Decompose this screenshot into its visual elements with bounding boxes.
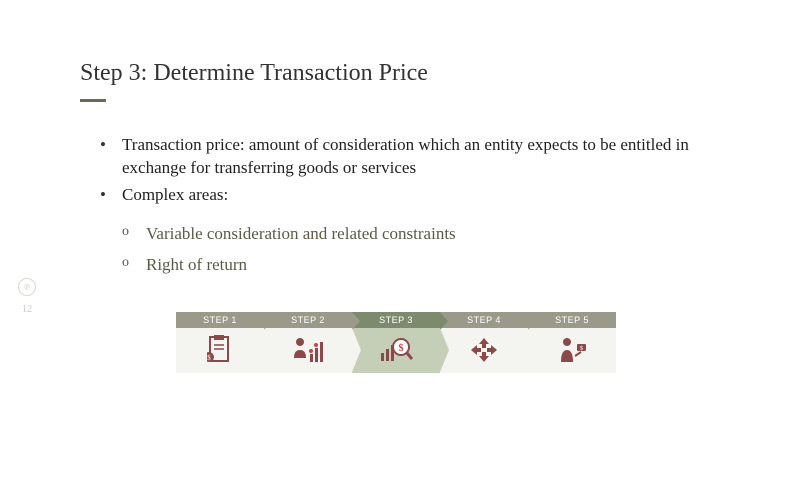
step-5: STEP 5 $ (528, 312, 616, 373)
allocate-arrows-icon (469, 336, 499, 364)
step-1: STEP 1 $ (176, 312, 264, 373)
step-3-active: STEP 3 $ (352, 312, 440, 373)
step-label: STEP 3 (379, 315, 413, 325)
sub-bullet-item: Variable consideration and related const… (122, 221, 712, 247)
step-header: STEP 4 (440, 312, 528, 328)
page-circle-icon: ℗ (18, 278, 36, 296)
chevron-body-icon (440, 328, 449, 372)
sub-bullet-list: Variable consideration and related const… (80, 221, 712, 278)
title-underline (80, 99, 106, 102)
bullet-item: Transaction price: amount of considerati… (100, 134, 712, 180)
svg-text:$: $ (580, 345, 583, 352)
step-4: STEP 4 (440, 312, 528, 373)
step-body: $ (352, 328, 440, 373)
step-body (264, 328, 352, 373)
step-body (440, 328, 528, 373)
bullet-item: Complex areas: (100, 184, 712, 207)
steps-graphic: STEP 1 $ STEP 2 (80, 312, 712, 373)
slide-container: Step 3: Determine Transaction Price Tran… (0, 0, 792, 504)
svg-text:$: $ (207, 354, 211, 362)
step-label: STEP 2 (291, 315, 325, 325)
step-body: $ (176, 328, 264, 373)
page-number: 12 (22, 304, 36, 315)
step-header: STEP 1 (176, 312, 264, 328)
step-label: STEP 4 (467, 315, 501, 325)
step-header: STEP 2 (264, 312, 352, 328)
obligations-icon (292, 336, 324, 364)
chevron-body-icon (528, 328, 537, 372)
step-label: STEP 1 (203, 315, 237, 325)
step-header: STEP 5 (528, 312, 616, 328)
page-marker: ℗ 12 (18, 278, 36, 315)
step-label: STEP 5 (555, 315, 589, 325)
sub-bullet-item: Right of return (122, 252, 712, 278)
price-magnifier-icon: $ (379, 335, 413, 365)
main-bullet-list: Transaction price: amount of considerati… (80, 134, 712, 207)
step-body: $ (528, 328, 616, 373)
step-header: STEP 3 (352, 312, 440, 328)
revenue-person-icon: $ (557, 336, 587, 364)
svg-text:$: $ (399, 343, 404, 354)
contract-icon: $ (207, 335, 233, 365)
step-2: STEP 2 (264, 312, 352, 373)
chevron-body-icon (352, 328, 361, 372)
chevron-body-icon (264, 328, 273, 372)
slide-title: Step 3: Determine Transaction Price (80, 60, 712, 87)
